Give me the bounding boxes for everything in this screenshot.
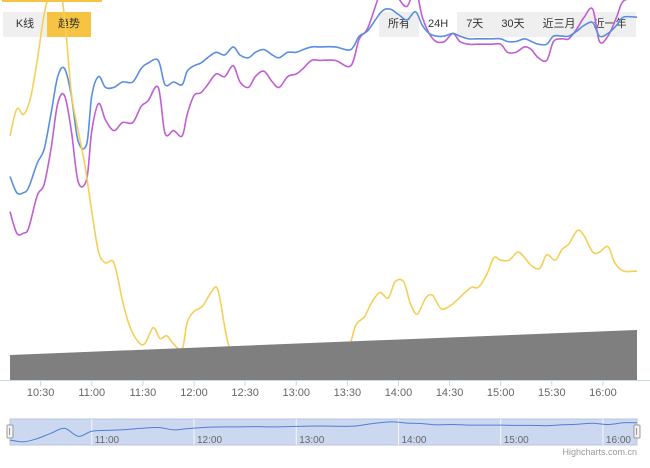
chart-credits[interactable]: Highcharts.com.cn bbox=[562, 447, 637, 457]
trend-mode-button[interactable]: 趋势 bbox=[47, 12, 91, 37]
range-3m-button[interactable]: 近三月 bbox=[542, 18, 576, 30]
x-tick-label: 12:30 bbox=[231, 387, 259, 399]
x-tick-label: 15:00 bbox=[487, 387, 515, 399]
top-accent-bar bbox=[2, 0, 102, 2]
series-line-1[interactable] bbox=[9, 0, 637, 236]
x-tick-label: 14:00 bbox=[385, 387, 413, 399]
navigator-tick-label: 14:00 bbox=[401, 435, 426, 446]
chart-mode-toggle: K线 趋势 bbox=[3, 12, 91, 37]
x-tick-label: 13:30 bbox=[334, 387, 362, 399]
navigator-selection[interactable] bbox=[9, 418, 638, 446]
navigator-tick-label: 13:00 bbox=[299, 435, 324, 446]
x-tick-label: 13:00 bbox=[282, 387, 310, 399]
range-30d-button[interactable]: 30天 bbox=[501, 18, 525, 30]
navigator-tick-label: 16:00 bbox=[606, 435, 631, 446]
x-tick-label: 15:30 bbox=[538, 387, 566, 399]
navigator-tick-label: 15:00 bbox=[504, 435, 529, 446]
range-1y-button[interactable]: 近一年 bbox=[593, 18, 627, 30]
x-tick-label: 12:00 bbox=[180, 387, 208, 399]
navigator[interactable]: 11:00 12:00 13:00 14:00 15:00 16:00 bbox=[6, 418, 641, 446]
navigator-tick-label: 12:00 bbox=[197, 435, 222, 446]
x-tick-label: 16:00 bbox=[589, 387, 617, 399]
x-tick-label: 14:30 bbox=[436, 387, 464, 399]
x-tick-label: 11:00 bbox=[78, 387, 105, 399]
volume-area-shape bbox=[10, 330, 637, 380]
kline-mode-button[interactable]: K线 bbox=[3, 12, 47, 37]
navigator-series-line bbox=[9, 421, 638, 443]
x-tick-label: 10:30 bbox=[27, 387, 55, 399]
x-tick-label: 11:30 bbox=[130, 387, 157, 399]
series-line-2[interactable] bbox=[9, 7, 638, 195]
navigator-tick-label: 11:00 bbox=[95, 435, 120, 446]
range-7d-button[interactable]: 7天 bbox=[466, 18, 484, 30]
volume-area bbox=[10, 330, 637, 380]
x-axis: 10:30 11:00 11:30 12:00 12:30 13:00 13:30 14:00… bbox=[0, 380, 650, 399]
series-line-3[interactable] bbox=[9, 0, 638, 375]
series-lines bbox=[9, 0, 638, 375]
range-all-button[interactable]: 所有 bbox=[388, 18, 410, 30]
